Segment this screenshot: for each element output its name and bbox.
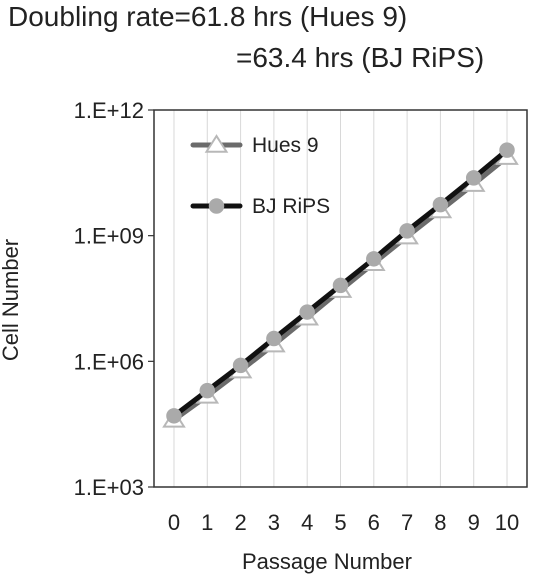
- data-point-circle: [366, 251, 382, 267]
- legend-label: Hues 9: [252, 134, 319, 157]
- y-axis-title: Cell Number: [0, 239, 23, 361]
- data-point-circle: [332, 277, 349, 294]
- data-point-circle: [399, 223, 415, 239]
- x-tick-label: 7: [401, 510, 413, 535]
- data-point-circle: [432, 196, 449, 213]
- data-point-triangle: [204, 134, 229, 153]
- data-point-circle: [266, 330, 282, 347]
- data-point-circle: [199, 382, 216, 399]
- grid-layer: [173, 110, 508, 487]
- data-point-circle: [499, 142, 515, 158]
- y-tick-label: 1.E+03: [74, 475, 144, 500]
- x-tick-label: 3: [268, 510, 280, 535]
- x-tick-label: 0: [168, 510, 180, 535]
- x-tick-label: 1: [201, 510, 213, 535]
- legend-label: BJ RiPS: [252, 195, 330, 218]
- plot-frame: [153, 109, 528, 488]
- y-tick-label: 1.E+12: [74, 98, 144, 123]
- data-point-circle: [166, 408, 182, 424]
- data-point-circle: [465, 170, 482, 186]
- data-point-circle: [299, 304, 315, 320]
- series-layer: [162, 142, 519, 428]
- legend: Hues 9 BJ RiPS: [190, 134, 330, 218]
- data-point-circle: [208, 198, 225, 214]
- chart-title-line-1: Doubling rate=61.8 hrs (Hues 9): [8, 1, 407, 32]
- y-tick-label: 1.E+09: [74, 224, 144, 249]
- chart-title-line-2: =63.4 hrs (BJ RiPS): [236, 42, 484, 73]
- x-tick-label: 2: [234, 510, 246, 535]
- x-tick-label: 9: [468, 510, 480, 535]
- x-tick-label: 6: [368, 510, 380, 535]
- y-tick-label: 1.E+06: [74, 349, 144, 374]
- x-axis-title: Passage Number: [242, 549, 412, 574]
- x-tick-label: 8: [434, 510, 446, 535]
- x-tick-label: 4: [301, 510, 313, 535]
- x-tick-label: 5: [334, 510, 346, 535]
- plot-area-frame: [153, 109, 528, 488]
- axis-layer: 1.E+03 1.E+06 1.E+09 1.E+12 0 1 2 3 4 5 6 7 8 9 10: [74, 98, 520, 535]
- data-point-circle: [232, 357, 249, 374]
- x-tick-label: 10: [495, 510, 519, 535]
